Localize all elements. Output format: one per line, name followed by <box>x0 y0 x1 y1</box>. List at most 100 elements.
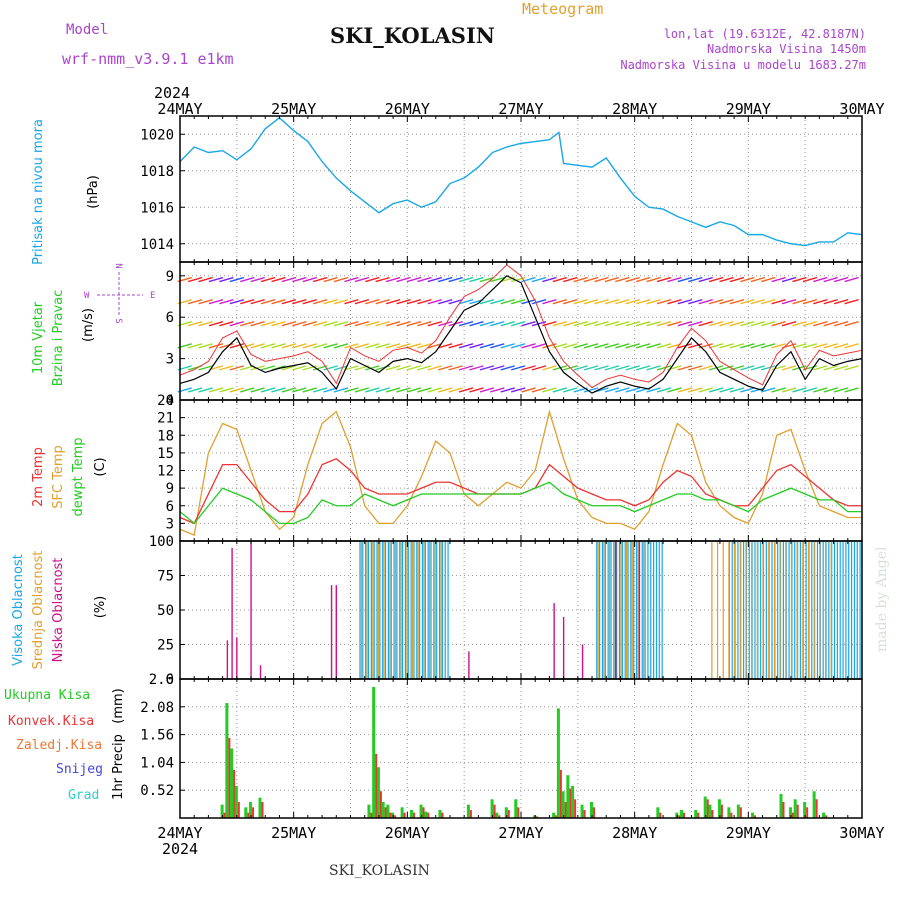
wind-arrow <box>521 387 536 393</box>
wind-arrow <box>688 387 703 393</box>
wind-arrow <box>573 276 588 283</box>
wind-arrow <box>729 387 745 393</box>
wind-arrow <box>302 387 317 393</box>
wind-arrow <box>344 387 359 393</box>
wind-arrow <box>542 343 557 349</box>
top-year-label: 2024 <box>154 84 190 102</box>
temp-ytick-label: 6 <box>166 499 174 515</box>
wind-arrow <box>719 343 734 349</box>
wind-arrow <box>771 387 786 393</box>
precip-convective-bar <box>574 799 577 818</box>
wind-arrow <box>198 387 213 393</box>
wind-arrow <box>615 321 630 327</box>
temp-ytick-label: 21 <box>157 411 174 427</box>
footer-station: SKI_KOLASIN <box>329 863 430 879</box>
wind-arrow <box>260 276 276 283</box>
wind-arrow <box>333 298 349 305</box>
precip-ytick-label: 2.6 <box>149 672 174 688</box>
temp-ytick-label: 18 <box>157 428 174 444</box>
wind-arrow <box>479 365 495 371</box>
wind-arrow <box>521 321 536 327</box>
top-date-label: 29MAY <box>726 100 771 118</box>
wind-arrow <box>698 321 713 327</box>
wind-arrow <box>354 387 370 393</box>
wind-arrow <box>771 298 786 305</box>
wind-arrow <box>187 321 203 327</box>
wind-arrow <box>271 343 286 349</box>
precip-convective-bar <box>389 812 392 818</box>
wind-arrow <box>510 387 526 393</box>
wind-arrow <box>385 276 401 283</box>
precip-convective-bar <box>739 807 742 818</box>
wind-arrow <box>698 298 713 305</box>
wind-arrow <box>250 298 265 305</box>
wind-arrow <box>729 298 745 305</box>
wind-arrow <box>458 387 474 393</box>
precip-convective-bar <box>517 807 520 818</box>
wind-arrow <box>563 343 578 349</box>
wind-arrow <box>573 365 588 371</box>
wind-arrow <box>563 298 578 305</box>
wind-arrow <box>385 343 401 349</box>
wind-arrow <box>604 298 620 305</box>
wind-arrow <box>292 387 307 393</box>
top-date-label: 30MAY <box>839 100 884 118</box>
wind-arrow <box>750 387 765 393</box>
precip-convective-bar <box>569 788 572 818</box>
compass-south: S <box>113 318 123 323</box>
wind-arrow <box>229 365 245 371</box>
precip-total-bar <box>419 804 423 818</box>
wind-arrow <box>823 276 838 283</box>
precip-total-bar <box>386 804 390 818</box>
precip-total-bar <box>736 804 740 818</box>
mid-cloud-axis-title: Srednja Oblacnost <box>31 551 46 670</box>
bottom-date-label: 26MAY <box>385 824 430 842</box>
wind-arrow <box>781 321 797 327</box>
wind-arrow <box>583 276 599 283</box>
precip-legend-snow: Snijeg <box>56 762 103 777</box>
wind-arrow <box>510 343 526 349</box>
wind-arrow <box>646 276 661 283</box>
wind-arrow <box>406 343 422 349</box>
wind-arrow <box>375 321 390 327</box>
wind-arrow <box>490 321 505 327</box>
elevation-label: Nadmorska Visina 1450m <box>707 42 866 56</box>
wind-arrow <box>813 387 828 393</box>
wind-arrow <box>260 298 276 305</box>
precip-convective-bar <box>379 791 382 818</box>
wind-arrow <box>792 343 807 349</box>
wind-arrow <box>615 365 630 371</box>
wind-arrow <box>802 321 818 327</box>
wind-arrow <box>761 298 776 305</box>
wind-arrow <box>583 365 599 371</box>
precip-total-bar <box>230 748 234 818</box>
wind-arrow <box>240 387 255 393</box>
low-cloud-axis-title: Niska Oblacnost <box>51 558 66 663</box>
wind-arrow <box>281 276 297 283</box>
precip-total-bar <box>703 796 707 818</box>
wind-arrow <box>844 321 859 327</box>
wind-arrow <box>667 387 682 393</box>
wind-arrow <box>323 298 338 305</box>
wind-arrow <box>240 343 255 349</box>
precip-convective-bar <box>720 804 723 818</box>
wind-arrow <box>323 365 338 371</box>
precip-total-bar <box>381 801 385 818</box>
precip-total-bar <box>812 791 816 818</box>
precip-convective-bar <box>247 812 250 818</box>
wind-arrow <box>594 321 609 327</box>
temp-ytick-label: 9 <box>166 481 174 497</box>
precip-total-bar <box>438 809 442 818</box>
wind-arrow <box>719 387 734 393</box>
wind-arrow <box>292 343 307 349</box>
wind-arrow <box>438 298 453 305</box>
wind-arrow <box>656 387 672 393</box>
model-name: wrf-nmm_v3.9.1 e1km <box>62 50 234 68</box>
precip-axis-title: 1hr Precip <box>111 734 126 800</box>
wind-arrow <box>260 321 276 327</box>
wind-arrow <box>688 321 703 327</box>
wind-arrow <box>312 343 328 349</box>
cloud-ytick-label: 50 <box>157 603 174 619</box>
wind-arrow <box>458 343 474 349</box>
model-label: Model <box>66 22 108 38</box>
